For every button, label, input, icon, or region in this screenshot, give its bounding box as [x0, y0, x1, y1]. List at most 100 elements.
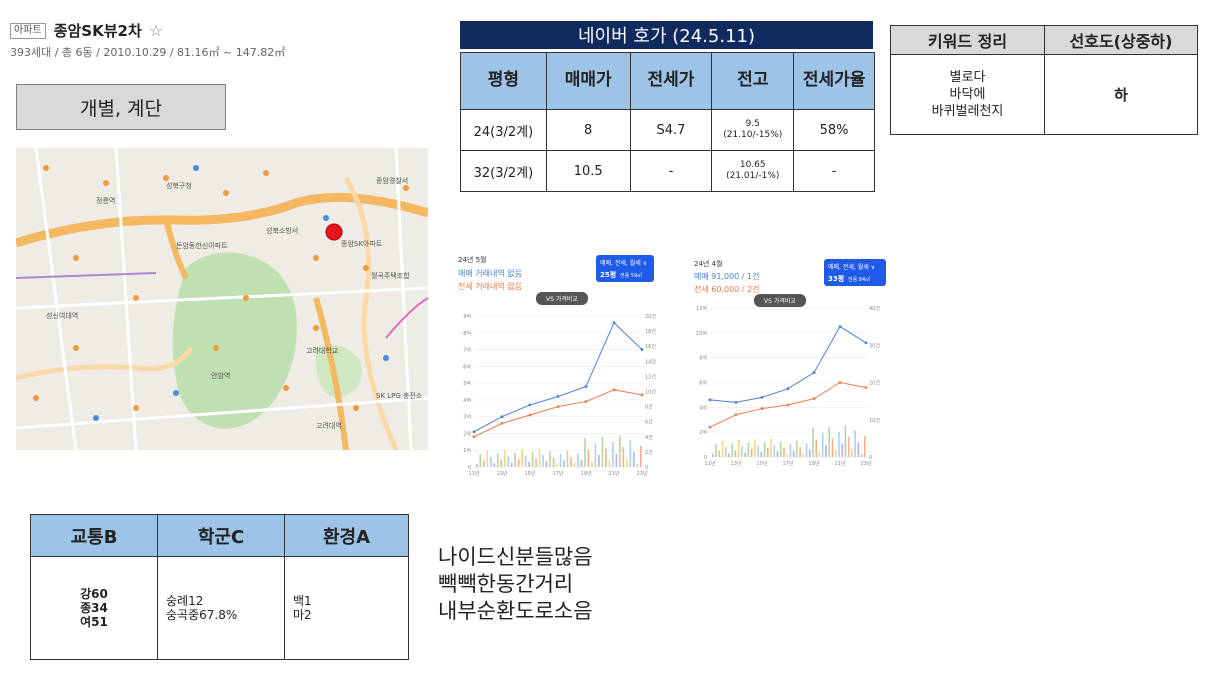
chart-volume-bar [566, 450, 569, 467]
chart-ytick-left: 0 [704, 455, 707, 461]
chart-volume-bar [812, 428, 814, 457]
chart-volume-bar [636, 464, 639, 467]
chart-compare-button [536, 292, 588, 305]
chart-point [472, 435, 476, 439]
chart-volume-bar [528, 461, 530, 467]
chart-volume-bar [773, 444, 776, 457]
chart-volume-bar [851, 448, 853, 457]
chart-volume-bar [573, 463, 576, 467]
chart-point [812, 397, 816, 401]
chart-volume-bar [514, 452, 516, 467]
chart-volume-bar [750, 449, 753, 457]
chart-compare-label: VS 가격비교 [546, 295, 578, 303]
school-cell: 숭례12 숭곡중67.8% [157, 556, 285, 660]
map-label: 종암경찰서 [376, 176, 408, 185]
chart-point [584, 400, 588, 403]
chart-volume-bar [796, 440, 798, 457]
chart-ytick-right: 2건 [645, 449, 653, 456]
chart-xtick: 13년 [731, 460, 742, 467]
chart-xtick: 23년 [637, 470, 648, 477]
chart-volume-bar [591, 461, 593, 467]
hoga-cell: - [629, 150, 713, 192]
chart-volume-bar [594, 443, 597, 467]
chart-volume-bar [760, 451, 763, 457]
segment-label-box: 개별, 계단 [16, 84, 226, 130]
chart-point [584, 385, 588, 388]
map-label: 성북소방서 [266, 226, 298, 235]
environment-cell: 백1 마2 [284, 556, 409, 660]
chart-point [708, 398, 712, 402]
chart-volume-bar [715, 444, 717, 457]
chart-ytick-left: 10억 [696, 330, 707, 337]
hoga-title: 네이버 호가 (24.5.11) [460, 21, 873, 49]
table-row: 32(3/2계) 10.5 - 10.65 (21.01/-1%) - [460, 150, 875, 192]
hoga-high-value: 9.5 [745, 119, 760, 130]
chart-point [812, 371, 816, 374]
preference-cell: 하 [1044, 54, 1198, 135]
chart-ytick-right: 0 [645, 465, 648, 471]
chart-ytick-left: 3억 [463, 414, 471, 421]
chart-point [556, 395, 560, 398]
chart-xtick: 21년 [835, 460, 846, 467]
chart-volume-bar [844, 425, 847, 457]
chart-volume-bar [531, 452, 534, 467]
note-line: 빽빽한동간거리 [438, 572, 574, 596]
chart-volume-bar [789, 444, 792, 457]
chart-volume-bar [763, 442, 766, 457]
chart-point [786, 387, 790, 391]
hoga-cell: 24(3/2계) [460, 109, 547, 151]
chart-size: 33평 [828, 274, 844, 283]
hoga-high-detail: (21.10/-15%) [723, 130, 783, 140]
chart-point [528, 413, 532, 417]
chart-volume-bar [622, 447, 625, 467]
location-map[interactable]: 성북구청 성신여대역 고려대학교 고려대역 종암SK아파트 성북소방서 SK L… [16, 148, 428, 450]
chart-volume-bar [724, 447, 727, 457]
table-row: 24(3/2계) 8 S4.7 9.5 (21.10/-15%) 58% [460, 109, 875, 151]
favorite-star-icon[interactable]: ☆ [148, 21, 164, 40]
chart-volume-bar [815, 439, 818, 457]
chart-size: 25평 [600, 270, 616, 279]
map-label: 성신여대역 [46, 311, 78, 320]
chart-ytick-right: 10건 [645, 389, 656, 396]
chart-xtick: 11년 [469, 470, 480, 477]
chart-point [640, 348, 644, 351]
price-chart-left[interactable]: 24년 5월 매매 거래내역 없음 전세 거래내역 없음 매매, 전세, 월세 … [452, 252, 662, 488]
chart-volume-bar [864, 435, 866, 457]
chart-xtick: 15년 [757, 460, 768, 467]
school-line: 숭례12 [166, 594, 204, 608]
preference-header: 선호도(상중하) [1044, 25, 1198, 55]
chart-volume-bar [615, 453, 618, 467]
chart-volume-bar [507, 456, 510, 467]
chart-point [864, 341, 868, 345]
hoga-cell: 58% [793, 109, 875, 151]
transport-cell: 강60 종34 여51 [30, 556, 158, 660]
chart-volume-bar [838, 431, 840, 457]
chart-compare-button [754, 294, 806, 307]
chart-ytick-left: 2억 [463, 430, 471, 437]
note-line: 내부순환도로소음 [438, 599, 593, 623]
hoga-high-value: 10.65 [739, 160, 766, 171]
chart-volume-bar [496, 453, 499, 467]
chart-ytick-left: 12억 [696, 305, 707, 312]
chart-size-sub: 전용 59㎡ [620, 272, 642, 279]
chart-month: 24년 4월 [694, 259, 722, 268]
chart-xtick: 21년 [609, 470, 620, 477]
chart-ytick-right: 10건 [869, 417, 880, 424]
environment-line: 마2 [293, 608, 312, 622]
chart-filter-label: 매매, 전세, 월세 ∨ [600, 259, 647, 267]
chart-point [734, 400, 738, 404]
chart-volume-bar [757, 445, 759, 457]
chart-ytick-right: 20건 [645, 313, 656, 320]
chart-volume-bar [580, 459, 583, 467]
chart-volume-bar [766, 448, 769, 457]
hoga-header-jeonse: 전세가 [629, 52, 713, 110]
chart-point [612, 321, 616, 325]
apartment-type-badge: 아파트 [10, 22, 46, 39]
chart-point [760, 407, 764, 410]
price-chart-right[interactable]: 24년 4월 매매 91,000 / 1건 전세 60,000 / 2건 매매,… [688, 252, 892, 476]
chart-point [528, 403, 532, 407]
chart-ytick-left: 2억 [699, 429, 707, 436]
chart-canvas-left: 24년 5월 매매 거래내역 없음 전세 거래내역 없음 매매, 전세, 월세 … [458, 255, 656, 477]
chart-volume-bar [598, 454, 600, 467]
chart-volume-bar [577, 453, 579, 467]
